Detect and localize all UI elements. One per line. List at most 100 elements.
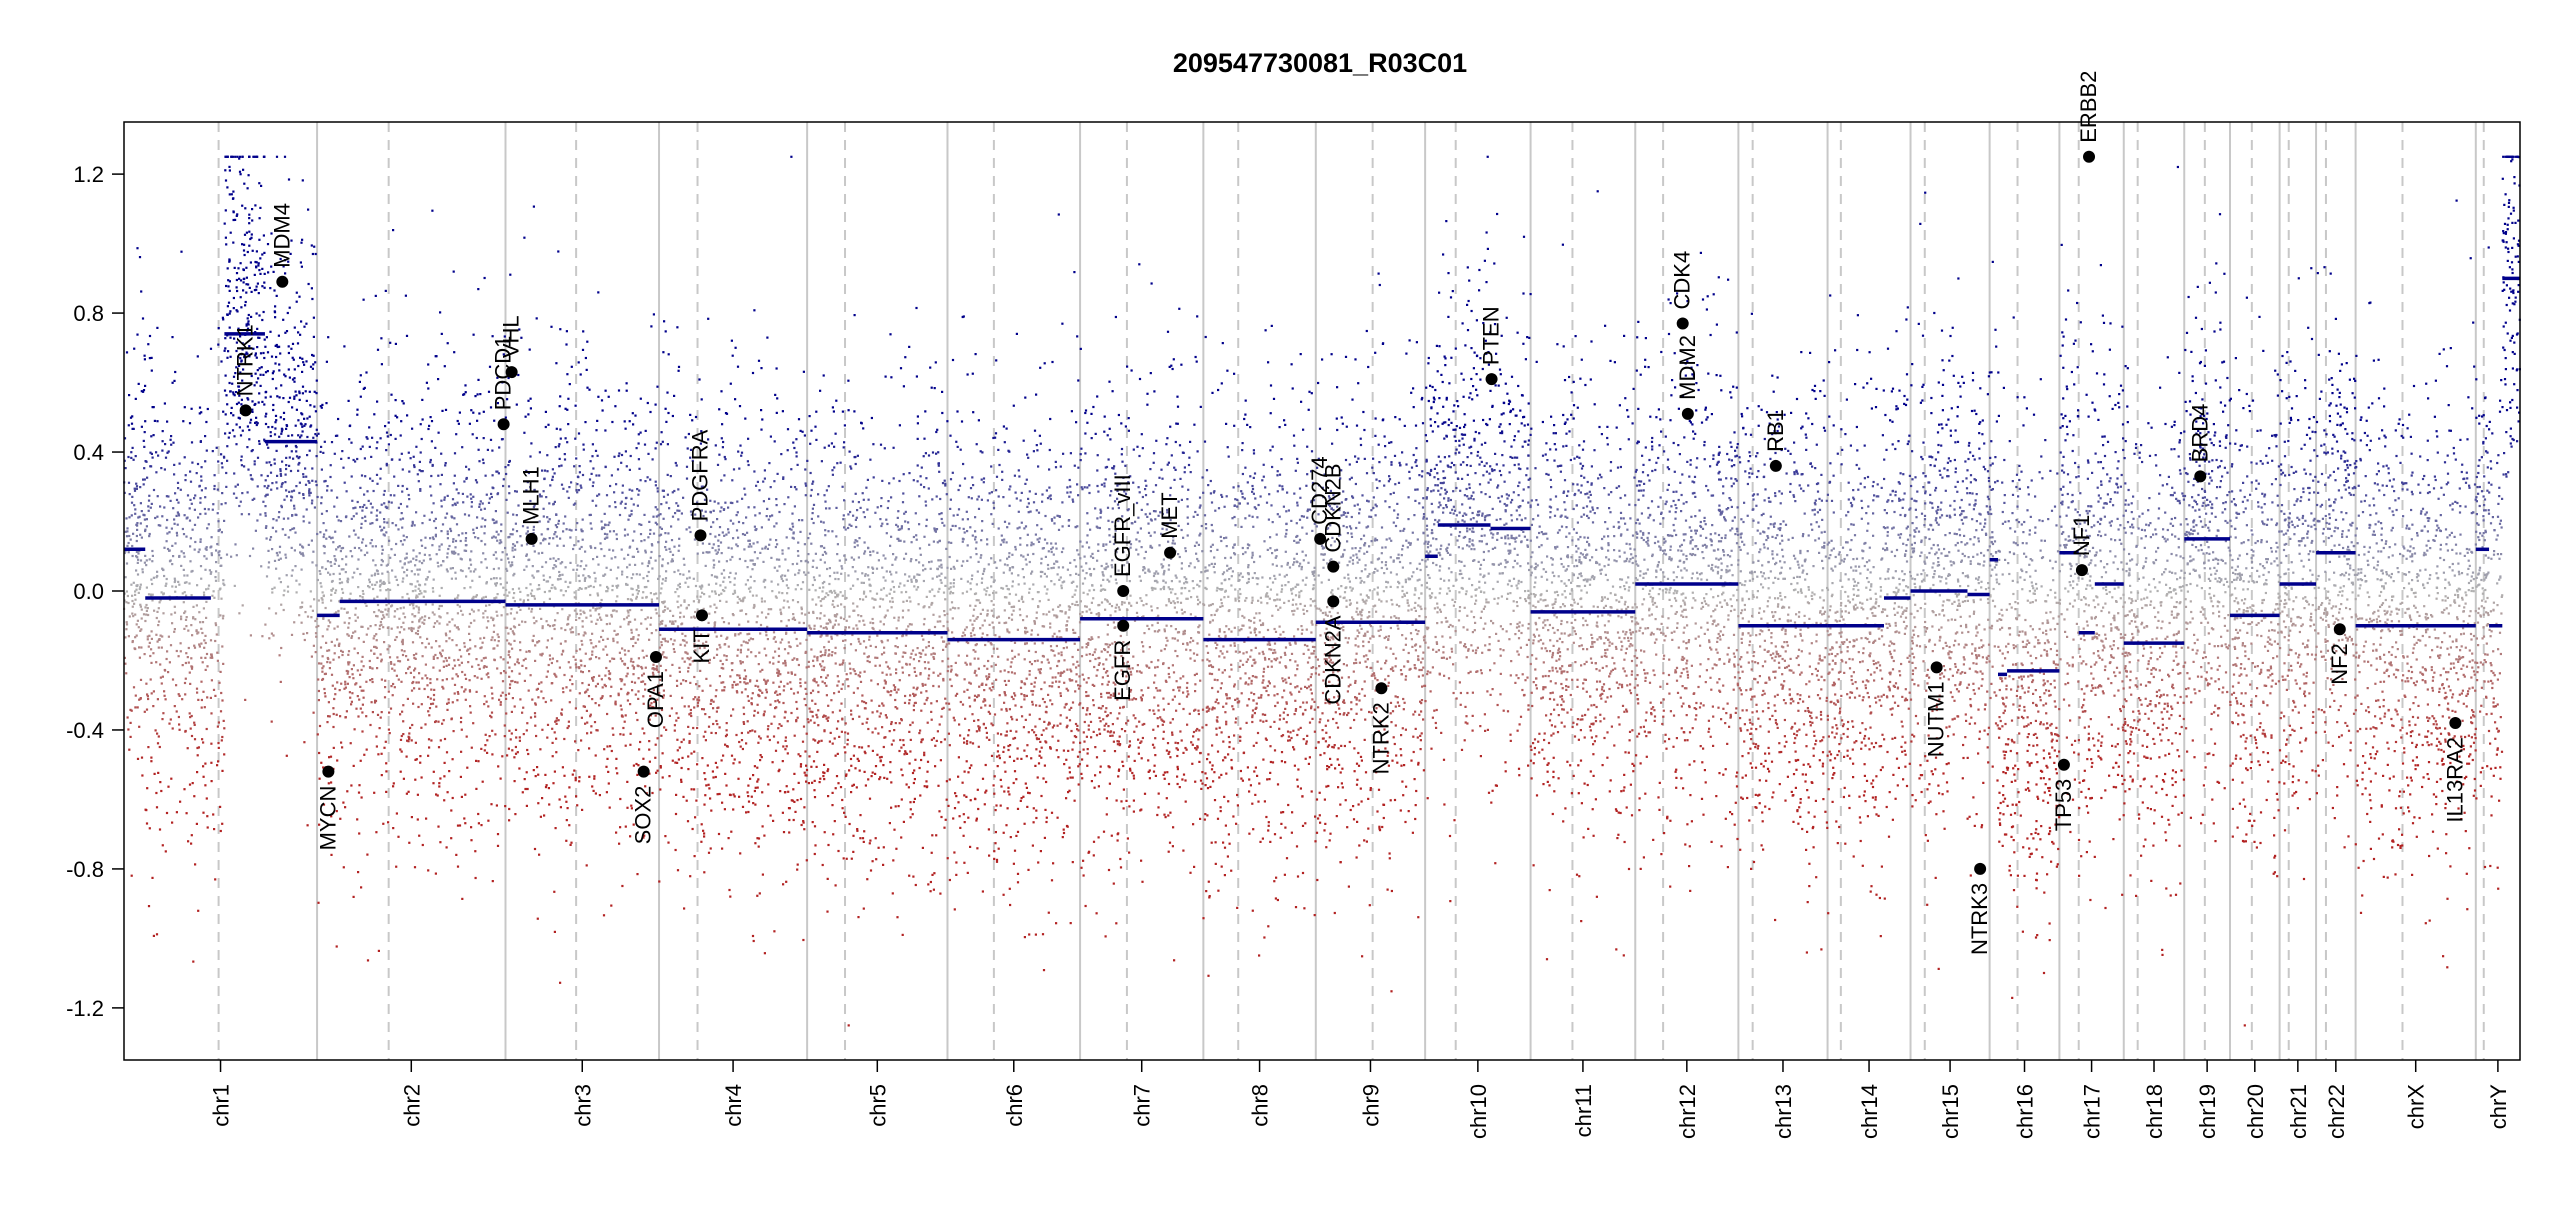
probe-point: [750, 559, 752, 561]
probe-point: [379, 526, 381, 528]
probe-point: [433, 613, 435, 615]
probe-point: [512, 697, 514, 699]
probe-point: [163, 592, 165, 594]
probe-point: [204, 513, 206, 515]
probe-point: [492, 518, 494, 520]
probe-point: [431, 440, 433, 442]
probe-point: [586, 864, 588, 866]
probe-point: [508, 676, 510, 678]
probe-point: [391, 668, 393, 670]
probe-point: [506, 570, 508, 572]
probe-point: [174, 591, 176, 593]
probe-point: [417, 473, 419, 475]
probe-point: [320, 405, 322, 407]
probe-point: [712, 776, 714, 778]
probe-point: [575, 707, 577, 709]
probe-point: [597, 455, 599, 457]
probe-point: [364, 387, 366, 389]
probe-point: [510, 565, 512, 567]
probe-point: [682, 679, 684, 681]
probe-point: [602, 630, 604, 632]
probe-point: [329, 574, 331, 576]
probe-point: [427, 710, 429, 712]
probe-point: [557, 612, 559, 614]
probe-point: [724, 458, 726, 460]
probe-point: [750, 651, 752, 653]
probe-point: [396, 416, 398, 418]
probe-point: [182, 664, 184, 666]
probe-point: [501, 614, 503, 616]
probe-point: [315, 632, 317, 634]
probe-point: [465, 544, 467, 546]
probe-point: [248, 217, 250, 219]
probe-point: [400, 681, 402, 683]
probe-point: [429, 682, 431, 684]
probe-point: [757, 686, 759, 688]
probe-point: [303, 497, 305, 499]
probe-point: [346, 790, 348, 792]
probe-point: [289, 529, 291, 531]
probe-point: [798, 782, 800, 784]
probe-point: [239, 171, 241, 173]
probe-point: [710, 732, 712, 734]
probe-point: [376, 667, 378, 669]
probe-point: [250, 261, 252, 263]
probe-point: [433, 502, 435, 504]
probe-point: [387, 821, 389, 823]
probe-point: [778, 701, 780, 703]
probe-point: [129, 709, 131, 711]
probe-point: [400, 626, 402, 628]
probe-point: [756, 837, 758, 839]
probe-point: [519, 535, 521, 537]
probe-point: [189, 471, 191, 473]
probe-point: [576, 489, 578, 491]
probe-point: [218, 747, 220, 749]
probe-point: [800, 430, 802, 432]
probe-point: [434, 447, 436, 449]
probe-point: [460, 721, 462, 723]
probe-point: [152, 652, 154, 654]
probe-point: [375, 545, 377, 547]
probe-point: [415, 559, 417, 561]
probe-point: [780, 725, 782, 727]
probe-point: [561, 714, 563, 716]
probe-point: [173, 518, 175, 520]
probe-point: [366, 749, 368, 751]
probe-point: [288, 345, 290, 347]
probe-point: [147, 614, 149, 616]
probe-point: [147, 698, 149, 700]
probe-point: [578, 432, 580, 434]
probe-point: [626, 465, 628, 467]
probe-point: [659, 575, 661, 577]
probe-point: [591, 528, 593, 530]
probe-point: [612, 734, 614, 736]
probe-point: [447, 533, 449, 535]
probe-point: [585, 617, 587, 619]
probe-point: [210, 657, 212, 659]
probe-point: [765, 634, 767, 636]
probe-point: [583, 612, 585, 614]
probe-point: [718, 454, 720, 456]
probe-point: [339, 578, 341, 580]
probe-point: [143, 613, 145, 615]
probe-point: [744, 669, 746, 671]
probe-point: [213, 590, 215, 592]
probe-point: [741, 691, 743, 693]
probe-point: [243, 269, 245, 271]
probe-point: [506, 639, 508, 641]
probe-point: [339, 582, 341, 584]
probe-point: [457, 659, 459, 661]
probe-point: [665, 541, 667, 543]
probe-point: [258, 440, 260, 442]
probe-point: [168, 550, 170, 552]
probe-point: [461, 671, 463, 673]
probe-point: [546, 516, 548, 518]
probe-point: [516, 514, 518, 516]
probe-point: [698, 378, 700, 380]
probe-point: [370, 512, 372, 514]
probe-point: [679, 616, 681, 618]
probe-point: [246, 397, 248, 399]
probe-point: [187, 630, 189, 632]
probe-point: [651, 599, 653, 601]
probe-point: [263, 156, 265, 158]
